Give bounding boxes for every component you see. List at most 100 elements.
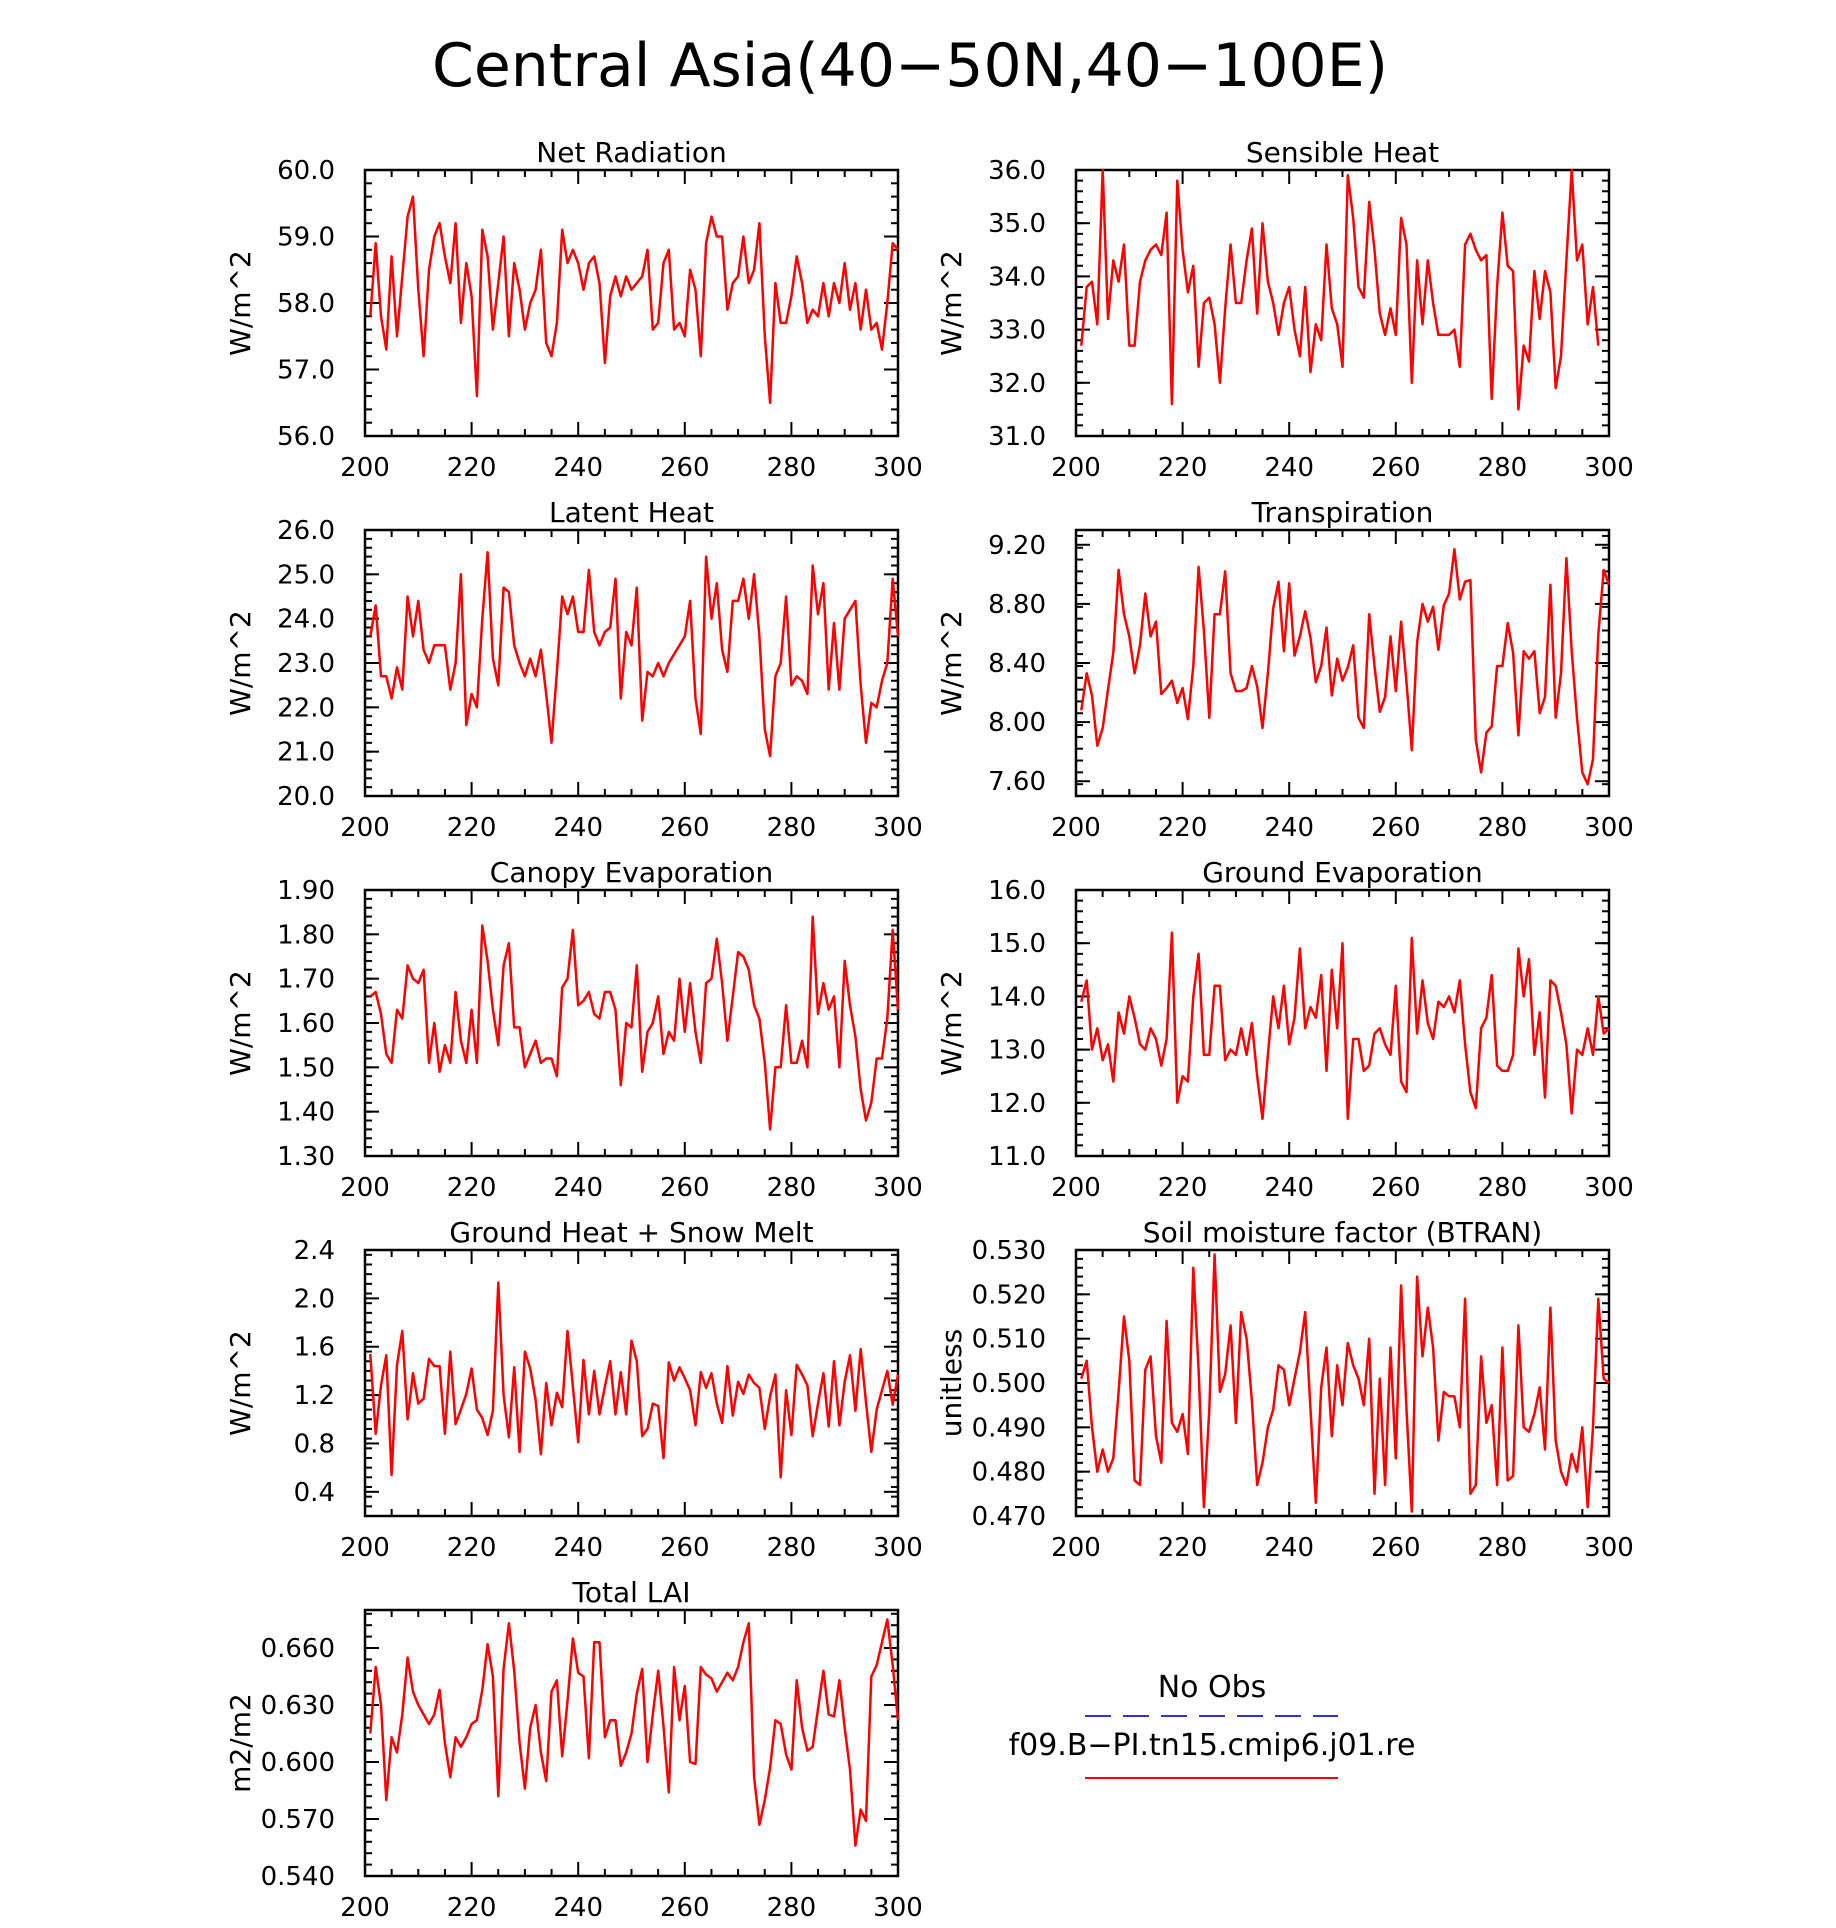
x-tick-label: 280 <box>1478 813 1528 843</box>
x-tick-label: 200 <box>1051 453 1101 483</box>
y-tick-label: 20.0 <box>277 782 335 812</box>
y-tick-label: 0.630 <box>261 1691 335 1721</box>
plot-frame <box>363 168 900 438</box>
y-tick-label: 1.2 <box>294 1381 335 1411</box>
y-tick-label: 31.0 <box>988 422 1046 452</box>
panel-2: Sensible Heat 200 220 240 260 280 300 31.0 32.0 3… <box>935 136 1634 483</box>
x-tick-label: 200 <box>1051 813 1101 843</box>
panel-title: Transpiration <box>1251 496 1434 529</box>
x-tick-label: 260 <box>660 1533 710 1563</box>
plot-frame <box>363 528 900 798</box>
y-tick-label: 8.80 <box>988 590 1046 620</box>
y-tick-label: 60.0 <box>277 156 335 186</box>
y-tick-label: 2.4 <box>294 1236 335 1266</box>
y-tick-label: 32.0 <box>988 369 1046 399</box>
y-tick-label: 59.0 <box>277 223 335 253</box>
panel-title: Net Radiation <box>536 136 726 169</box>
y-tick-label: 25.0 <box>277 560 335 590</box>
x-tick-label: 220 <box>447 453 497 483</box>
x-tick-label: 280 <box>767 1893 817 1923</box>
x-tick-label: 220 <box>1158 453 1208 483</box>
y-tick-label: 0.470 <box>972 1502 1046 1532</box>
panel-title: Sensible Heat <box>1246 136 1439 169</box>
y-axis-label: W/m^2 <box>224 610 257 716</box>
panel-title: Latent Heat <box>549 496 714 529</box>
x-tick-label: 260 <box>1371 1533 1421 1563</box>
series-line <box>1080 931 1610 1121</box>
x-tick-label: 300 <box>873 1893 923 1923</box>
y-tick-label: 1.50 <box>277 1053 335 1083</box>
panel-4: Transpiration 200 220 240 260 280 300 7.60 8.00 8… <box>935 496 1634 843</box>
x-tick-label: 240 <box>553 813 603 843</box>
x-tick-label: 280 <box>1478 453 1528 483</box>
y-tick-label: 1.6 <box>294 1333 335 1363</box>
x-tick-label: 220 <box>447 1533 497 1563</box>
figure-title: Central Asia(40−50N,40−100E) <box>432 31 1388 101</box>
y-tick-label: 1.80 <box>277 920 335 950</box>
y-tick-label: 1.90 <box>277 876 335 906</box>
y-axis-label: W/m^2 <box>224 250 257 356</box>
x-tick-label: 240 <box>1264 1533 1314 1563</box>
y-tick-label: 8.40 <box>988 649 1046 679</box>
panel-3: Latent Heat 200 220 240 260 280 300 20.0 21.0 22.… <box>224 496 923 843</box>
y-axis-label: W/m^2 <box>935 610 968 716</box>
x-tick-label: 200 <box>340 813 390 843</box>
y-tick-label: 9.20 <box>988 531 1046 561</box>
y-tick-label: 0.570 <box>261 1805 335 1835</box>
x-tick-label: 220 <box>1158 1533 1208 1563</box>
y-tick-label: 13.0 <box>988 1036 1046 1066</box>
panel-title: Ground Evaporation <box>1202 856 1483 889</box>
y-tick-label: 24.0 <box>277 605 335 635</box>
series-line <box>369 1281 900 1479</box>
y-tick-label: 11.0 <box>988 1142 1046 1172</box>
panel-5: Canopy Evaporation 200 220 240 260 280 300 1.30… <box>224 856 923 1203</box>
y-tick-label: 16.0 <box>988 876 1046 906</box>
y-tick-label: 0.510 <box>972 1325 1046 1355</box>
x-tick-label: 240 <box>1264 453 1314 483</box>
x-tick-label: 280 <box>1478 1173 1528 1203</box>
x-tick-label: 220 <box>1158 1173 1208 1203</box>
x-tick-label: 220 <box>1158 813 1208 843</box>
series-line <box>369 1618 900 1847</box>
plot-frame <box>1074 168 1611 438</box>
panel-9: Total LAI 200 220 240 260 280 300 0.540 0.570 0.6… <box>224 1576 923 1923</box>
y-tick-label: 57.0 <box>277 356 335 386</box>
x-tick-label: 220 <box>447 1173 497 1203</box>
y-tick-label: 58.0 <box>277 289 335 319</box>
y-tick-label: 34.0 <box>988 262 1046 292</box>
y-tick-label: 0.480 <box>972 1458 1046 1488</box>
panel-title: Total LAI <box>572 1576 691 1609</box>
y-tick-label: 33.0 <box>988 316 1046 346</box>
series-line <box>1080 1253 1610 1513</box>
x-tick-label: 300 <box>1584 813 1634 843</box>
y-tick-label: 2.0 <box>294 1284 335 1314</box>
series-line <box>1080 168 1600 411</box>
y-tick-label: 21.0 <box>277 738 335 768</box>
y-tick-label: 36.0 <box>988 156 1046 186</box>
x-tick-label: 260 <box>660 813 710 843</box>
y-axis-label: W/m^2 <box>935 250 968 356</box>
x-tick-label: 300 <box>873 1533 923 1563</box>
x-tick-label: 280 <box>767 813 817 843</box>
y-tick-label: 0.8 <box>294 1429 335 1459</box>
panel-6: Ground Evaporation 200 220 240 260 280 300 11.0… <box>935 856 1634 1203</box>
y-tick-label: 8.00 <box>988 708 1046 738</box>
y-tick-label: 12.0 <box>988 1089 1046 1119</box>
panel-7: Ground Heat + Snow Melt 200 220 240 260 280 30… <box>224 1216 923 1563</box>
series-line <box>369 550 900 758</box>
y-tick-label: 0.600 <box>261 1748 335 1778</box>
x-tick-label: 200 <box>340 453 390 483</box>
y-axis-label: m2/m2 <box>224 1693 257 1793</box>
x-tick-label: 300 <box>873 1173 923 1203</box>
legend: No Obs f09.B−PI.tn15.cmip6.j01.re <box>1009 1670 1415 1779</box>
y-tick-label: 0.520 <box>972 1280 1046 1310</box>
y-tick-label: 1.40 <box>277 1098 335 1128</box>
series-line <box>369 195 899 405</box>
y-tick-label: 26.0 <box>277 516 335 546</box>
x-tick-label: 240 <box>553 1533 603 1563</box>
y-tick-label: 1.60 <box>277 1009 335 1039</box>
x-tick-label: 220 <box>447 1893 497 1923</box>
y-tick-label: 14.0 <box>988 982 1046 1012</box>
x-tick-label: 200 <box>1051 1173 1101 1203</box>
